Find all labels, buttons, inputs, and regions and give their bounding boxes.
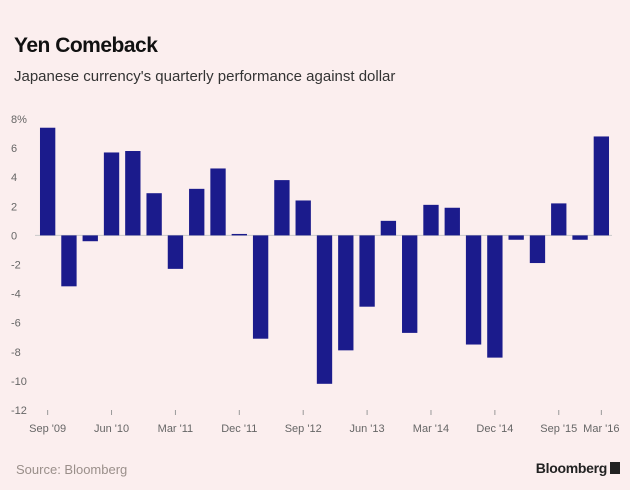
bar-17 (402, 235, 418, 333)
y-tick-label: -6 (11, 318, 21, 330)
x-tick-label: Sep '12 (285, 423, 322, 435)
x-tick-label: Jun '10 (94, 423, 129, 435)
bar-24 (551, 203, 567, 236)
bar-14 (338, 235, 354, 351)
y-tick-label: -8 (11, 347, 21, 359)
x-tick-label: Jun '13 (350, 423, 385, 435)
bar-22 (508, 235, 524, 240)
bar-18 (423, 204, 439, 236)
x-tick-label: Sep '15 (540, 423, 577, 435)
bar-0 (39, 127, 56, 236)
x-tick-label: Sep '09 (29, 423, 66, 435)
bar-25 (572, 235, 588, 240)
bar-7 (189, 188, 205, 236)
bar-10 (252, 235, 269, 339)
bar-23 (529, 235, 546, 264)
y-tick-label: 0 (11, 230, 17, 242)
y-tick-label: 8% (11, 114, 27, 126)
bar-20 (465, 235, 482, 345)
bar-1 (61, 235, 77, 287)
bar-21 (487, 235, 503, 358)
y-axis: 8% 6 4 2 0 -2 -4 -6 -8 -10 -12 (11, 114, 612, 417)
y-tick-label: -10 (11, 376, 27, 388)
x-tick-label: Mar '16 (583, 423, 619, 435)
bar-13 (316, 235, 333, 384)
x-axis: Sep '09 Jun '10 Mar '11 Dec '11 Sep '12 Jun '… (29, 410, 620, 435)
brand-label: Bloomberg (535, 460, 608, 476)
bar-5 (146, 193, 162, 236)
x-tick-label: Mar '11 (158, 423, 194, 435)
bar-2 (82, 235, 98, 242)
bar-26 (593, 136, 610, 236)
y-tick-label: -4 (11, 289, 21, 301)
y-tick-label: 4 (11, 172, 17, 184)
bloomberg-logo: Bloomberg (536, 460, 620, 476)
bar-12 (295, 200, 311, 236)
chart-title: Yen Comeback (14, 34, 158, 57)
chart-subtitle: Japanese currency's quarterly performanc… (14, 68, 396, 85)
bar-11 (274, 180, 290, 236)
bar-6 (167, 235, 184, 269)
bar-16 (380, 220, 397, 236)
source-note: Source: Bloomberg (16, 462, 128, 477)
bar-4 (125, 151, 141, 236)
bar-8 (210, 168, 226, 236)
bar-3 (103, 152, 120, 236)
y-tick-label: 6 (11, 143, 17, 155)
bar-19 (444, 207, 460, 236)
y-tick-label: -2 (11, 260, 21, 272)
bar-9 (231, 233, 247, 236)
bloomberg-mark-icon (610, 462, 620, 474)
bar-15 (359, 235, 375, 307)
bars (39, 127, 610, 384)
y-tick-label: 2 (11, 201, 17, 213)
y-tick-label: -12 (11, 405, 27, 417)
x-tick-label: Dec '11 (221, 423, 257, 435)
x-tick-label: Dec '14 (476, 423, 513, 435)
x-tick-label: Mar '14 (413, 423, 449, 435)
